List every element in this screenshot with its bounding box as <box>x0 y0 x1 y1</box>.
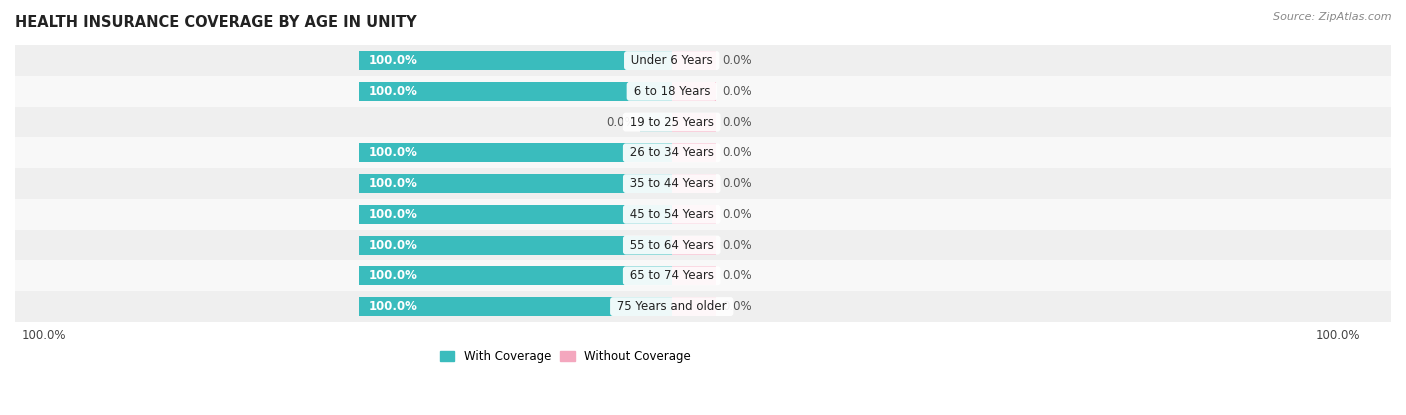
Text: 100.0%: 100.0% <box>368 85 418 98</box>
Text: 0.0%: 0.0% <box>721 146 751 159</box>
Bar <box>15 107 1391 137</box>
Text: 100.0%: 100.0% <box>21 329 66 342</box>
Text: 0.0%: 0.0% <box>721 177 751 190</box>
Bar <box>359 82 672 101</box>
Bar <box>672 174 716 193</box>
Bar <box>15 229 1391 261</box>
Text: Source: ZipAtlas.com: Source: ZipAtlas.com <box>1274 12 1392 22</box>
Bar <box>672 112 716 132</box>
Text: 100.0%: 100.0% <box>368 300 418 313</box>
Text: Under 6 Years: Under 6 Years <box>627 54 717 67</box>
Text: 26 to 34 Years: 26 to 34 Years <box>626 146 717 159</box>
Text: 100.0%: 100.0% <box>368 146 418 159</box>
Text: 35 to 44 Years: 35 to 44 Years <box>626 177 717 190</box>
Bar <box>359 266 672 286</box>
Bar <box>359 174 672 193</box>
Text: 0.0%: 0.0% <box>721 239 751 251</box>
Bar <box>672 297 716 316</box>
Bar <box>15 76 1391 107</box>
Text: 0.0%: 0.0% <box>721 208 751 221</box>
Text: 6 to 18 Years: 6 to 18 Years <box>630 85 714 98</box>
Text: 100.0%: 100.0% <box>368 269 418 282</box>
Text: 0.0%: 0.0% <box>721 54 751 67</box>
Bar <box>359 236 672 255</box>
Text: 55 to 64 Years: 55 to 64 Years <box>626 239 717 251</box>
Bar <box>641 112 672 132</box>
Bar <box>15 291 1391 322</box>
Text: 45 to 54 Years: 45 to 54 Years <box>626 208 717 221</box>
Text: 0.0%: 0.0% <box>721 300 751 313</box>
Text: 100.0%: 100.0% <box>368 208 418 221</box>
Text: 65 to 74 Years: 65 to 74 Years <box>626 269 717 282</box>
Text: 19 to 25 Years: 19 to 25 Years <box>626 115 717 129</box>
Text: 0.0%: 0.0% <box>721 115 751 129</box>
Bar <box>15 199 1391 229</box>
Bar <box>672 205 716 224</box>
Text: 100.0%: 100.0% <box>368 54 418 67</box>
Bar <box>15 45 1391 76</box>
Bar <box>672 51 716 70</box>
Bar <box>359 143 672 162</box>
Bar <box>359 297 672 316</box>
Bar <box>359 51 672 70</box>
Bar <box>15 261 1391 291</box>
Text: 100.0%: 100.0% <box>368 177 418 190</box>
Text: 0.0%: 0.0% <box>721 269 751 282</box>
Bar <box>672 266 716 286</box>
Text: 0.0%: 0.0% <box>606 115 636 129</box>
Text: HEALTH INSURANCE COVERAGE BY AGE IN UNITY: HEALTH INSURANCE COVERAGE BY AGE IN UNIT… <box>15 15 416 30</box>
Text: 75 Years and older: 75 Years and older <box>613 300 730 313</box>
Text: 100.0%: 100.0% <box>368 239 418 251</box>
Text: 0.0%: 0.0% <box>721 85 751 98</box>
Bar <box>672 82 716 101</box>
Legend: With Coverage, Without Coverage: With Coverage, Without Coverage <box>436 346 696 368</box>
Bar <box>359 205 672 224</box>
Text: 100.0%: 100.0% <box>1315 329 1360 342</box>
Bar <box>15 168 1391 199</box>
Bar <box>672 236 716 255</box>
Bar <box>672 143 716 162</box>
Bar <box>15 137 1391 168</box>
